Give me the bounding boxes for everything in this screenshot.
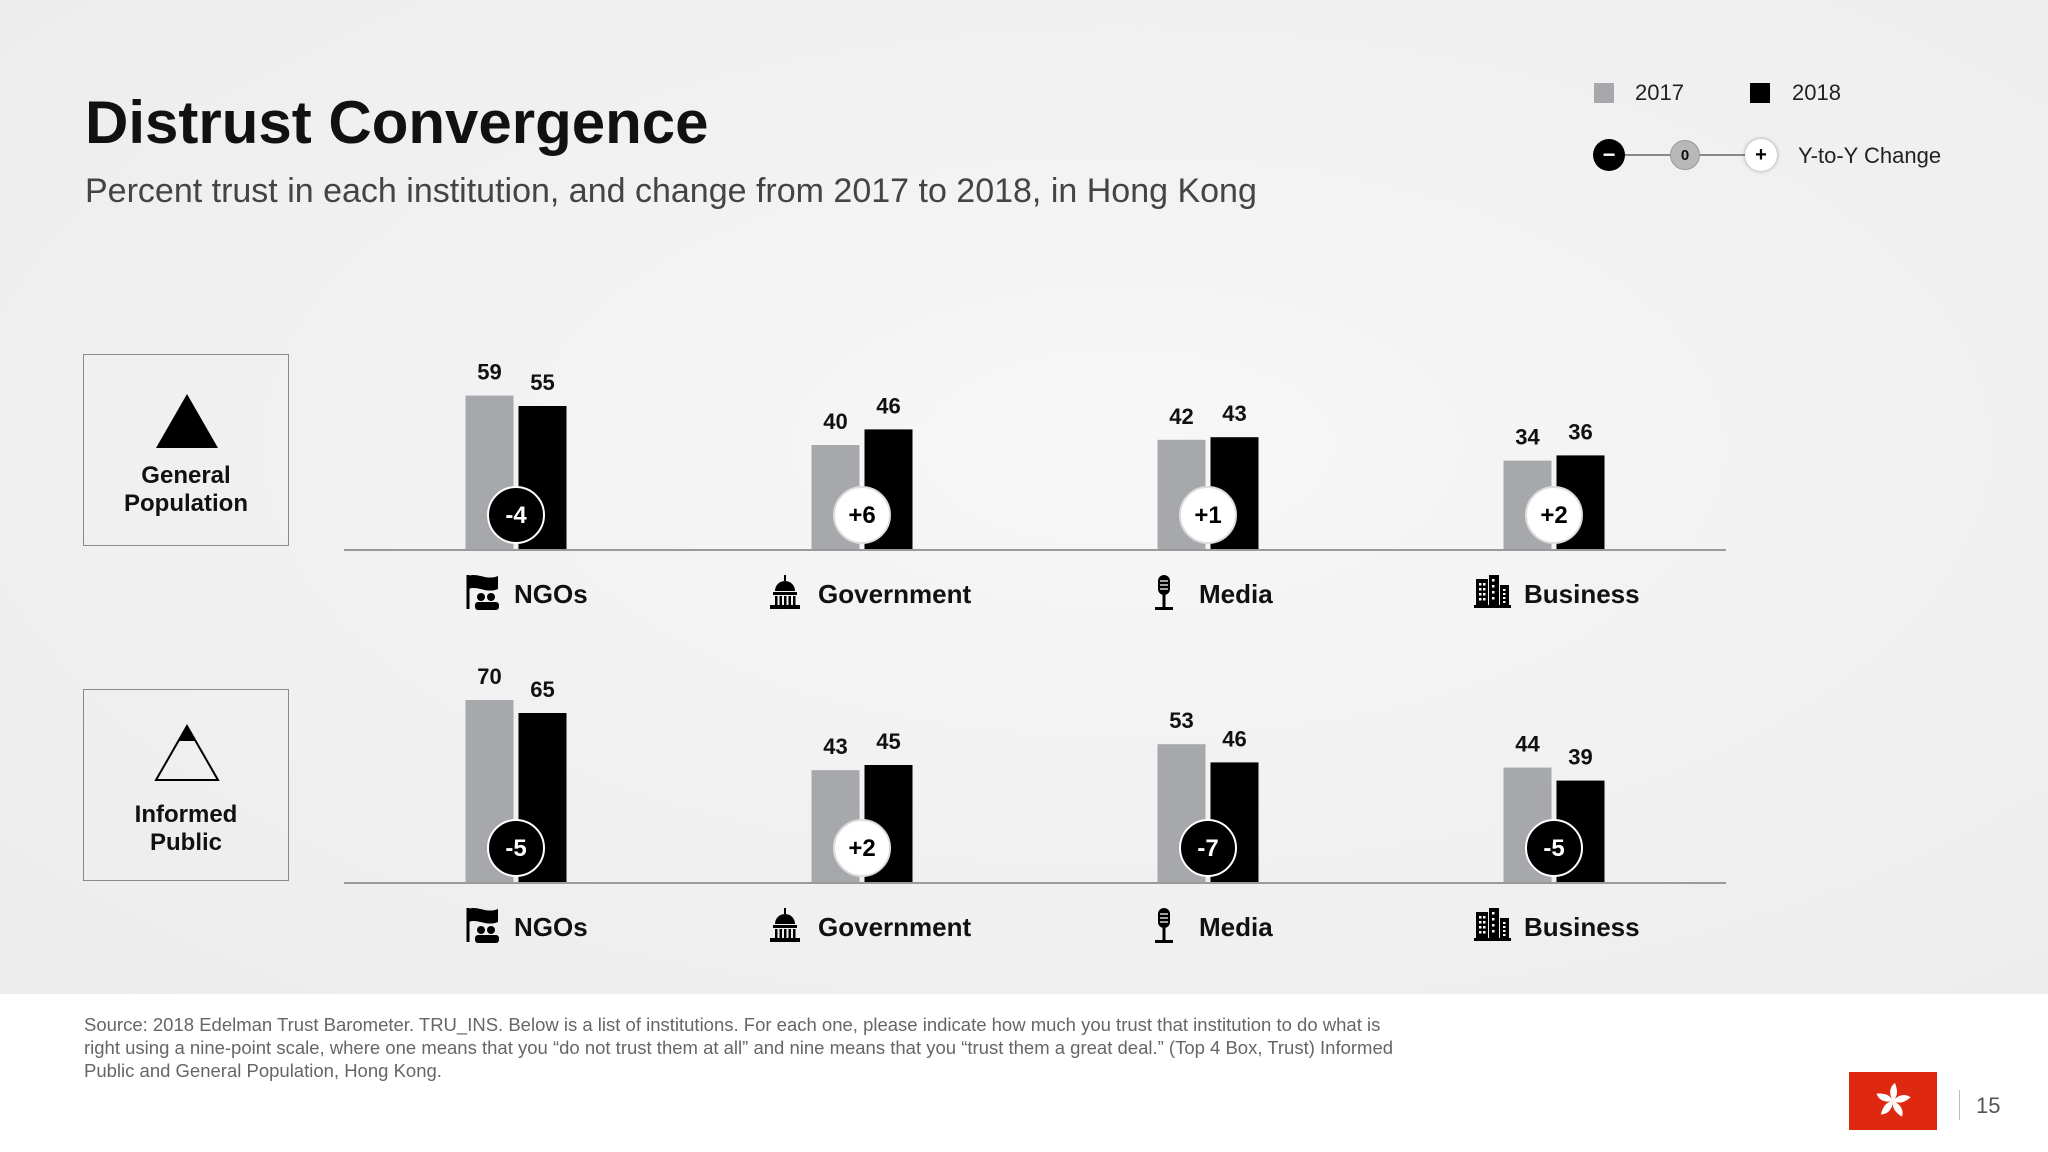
change-label: -4 bbox=[505, 502, 527, 529]
data-label-2018: 39 bbox=[1568, 745, 1592, 770]
government-capitol-icon bbox=[770, 575, 800, 609]
change-label: +2 bbox=[848, 835, 875, 862]
legend-zero-label: 0 bbox=[1680, 146, 1690, 164]
segment-label-line1: General bbox=[141, 462, 231, 489]
category-label: Media bbox=[1199, 912, 1273, 942]
data-label-2018: 46 bbox=[1222, 726, 1246, 751]
data-label-2017: 43 bbox=[823, 734, 847, 759]
source-note: Source: 2018 Edelman Trust Barometer. TR… bbox=[84, 1014, 1394, 1081]
page-subtitle: Percent trust in each institution, and c… bbox=[85, 172, 1257, 210]
media-microphone-icon bbox=[1155, 575, 1173, 610]
category-label: Business bbox=[1524, 912, 1640, 942]
data-label-2017: 44 bbox=[1515, 732, 1540, 757]
page-number-divider bbox=[1959, 1090, 1960, 1120]
media-microphone-icon bbox=[1155, 908, 1173, 943]
segment-label-line1: Informed bbox=[134, 801, 238, 828]
change-label: -7 bbox=[1197, 835, 1218, 862]
page-number: 15 bbox=[1976, 1093, 2001, 1118]
change-label: -5 bbox=[1543, 835, 1564, 862]
hong-kong-flag bbox=[1849, 1072, 1937, 1130]
change-circle bbox=[487, 486, 545, 544]
legend-label-2017: 2017 bbox=[1635, 80, 1684, 105]
change-circle bbox=[1179, 486, 1237, 544]
data-label-2017: 70 bbox=[477, 664, 501, 689]
footer-area bbox=[0, 994, 2048, 1152]
change-circle bbox=[1525, 819, 1583, 877]
data-label-2017: 59 bbox=[477, 360, 501, 385]
change-label: +2 bbox=[1540, 502, 1567, 529]
change-circle bbox=[1525, 486, 1583, 544]
ngo-flag-icon bbox=[466, 907, 499, 943]
legend-plus-label: + bbox=[1755, 143, 1767, 166]
category-label: Business bbox=[1524, 579, 1640, 609]
legend-minus-label: − bbox=[1602, 142, 1616, 167]
legend-change-label: Y-to-Y Change bbox=[1798, 143, 1942, 168]
data-label-2017: 34 bbox=[1515, 425, 1540, 450]
change-label: +6 bbox=[848, 502, 875, 529]
legend-label-2018: 2018 bbox=[1792, 80, 1841, 105]
legend-swatch-2017 bbox=[1594, 83, 1614, 103]
segment-label-line2: Public bbox=[149, 829, 222, 856]
segment-box-informed-public: Informed Public bbox=[83, 689, 289, 881]
legend-swatch-2018 bbox=[1750, 83, 1770, 103]
legend-zero-circle: 0 bbox=[1670, 140, 1700, 170]
data-label-2018: 46 bbox=[876, 393, 900, 418]
ngo-flag-icon bbox=[466, 574, 499, 610]
category-label: NGOs bbox=[514, 579, 588, 609]
change-circle bbox=[1179, 819, 1237, 877]
category-label: Government bbox=[818, 579, 971, 609]
business-buildings-icon bbox=[1474, 575, 1511, 608]
data-label-2017: 42 bbox=[1169, 404, 1193, 429]
change-circle bbox=[833, 486, 891, 544]
data-label-2018: 36 bbox=[1568, 419, 1592, 444]
data-label-2018: 65 bbox=[530, 677, 554, 702]
filled-triangle-icon bbox=[156, 394, 218, 448]
data-label-2018: 45 bbox=[876, 729, 900, 754]
data-label-2018: 55 bbox=[530, 370, 554, 395]
segment-label-line2: Population bbox=[124, 490, 248, 517]
data-label-2018: 43 bbox=[1222, 401, 1246, 426]
segment-box-general-population: General Population bbox=[83, 354, 289, 546]
change-circle bbox=[833, 819, 891, 877]
change-label: -5 bbox=[505, 835, 526, 862]
business-buildings-icon bbox=[1474, 908, 1511, 941]
bauhinia-flower-icon bbox=[1876, 1083, 1911, 1117]
change-label: +1 bbox=[1194, 502, 1221, 529]
data-label-2017: 40 bbox=[823, 409, 847, 434]
data-label-2017: 53 bbox=[1169, 708, 1193, 733]
category-label: NGOs bbox=[514, 912, 588, 942]
outline-triangle-icon bbox=[154, 724, 220, 781]
change-circle bbox=[487, 819, 545, 877]
government-capitol-icon bbox=[770, 908, 800, 942]
legend-minus-circle: − bbox=[1593, 139, 1625, 171]
category-label: Media bbox=[1199, 579, 1273, 609]
trust-bar-charts: 59 55 -4 NGOs 40 46 +6 Government 42 43 +1 Media 34 3… bbox=[344, 360, 1726, 943]
slide-background bbox=[0, 0, 2048, 994]
legend-plus-circle: + bbox=[1745, 139, 1777, 171]
category-label: Government bbox=[818, 912, 971, 942]
page-title: Distrust Convergence bbox=[85, 89, 709, 156]
